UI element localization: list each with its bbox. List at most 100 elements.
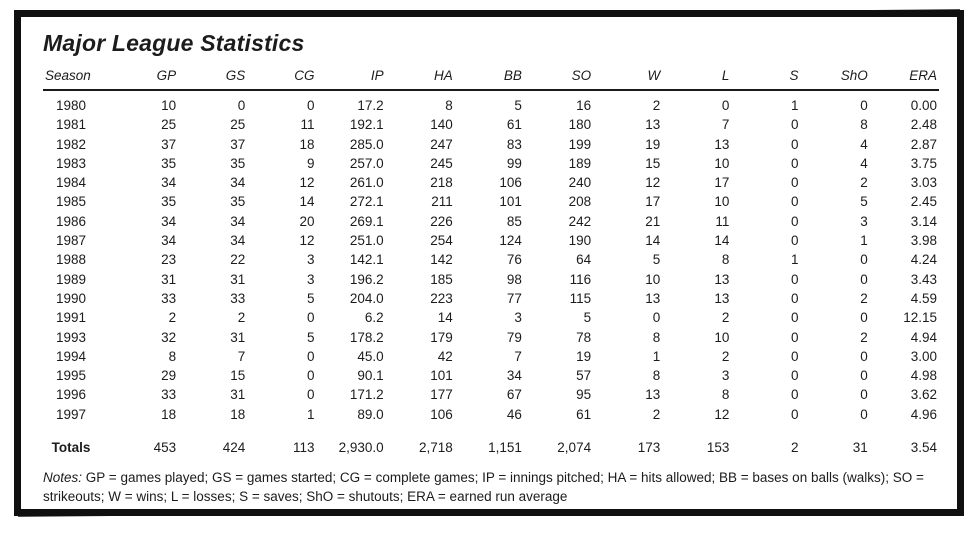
stat-cell: 37 bbox=[161, 136, 177, 152]
table-row: 1991 2 2 0 6.2 14 3 5 0 2 0 0 12.15 bbox=[43, 308, 939, 327]
stat-cell: 3 bbox=[306, 252, 315, 268]
stat-cell: 35 bbox=[161, 194, 177, 210]
stat-cell: 142.1 bbox=[349, 252, 384, 268]
stat-cell: 0 bbox=[721, 98, 730, 113]
table-row: 1985 35 35 14 272.1 211 101 208 17 10 0 5 2.45 bbox=[43, 192, 939, 211]
stat-cell: 3 bbox=[514, 310, 522, 326]
stat-cell: 13 bbox=[645, 117, 661, 133]
stat-cell: 0 bbox=[791, 387, 799, 403]
stat-cell: 4.96 bbox=[910, 406, 937, 422]
column-header: S bbox=[731, 66, 801, 91]
stat-cell: 2.87 bbox=[910, 136, 937, 152]
stat-cell: 8 bbox=[860, 117, 868, 133]
stat-cell: 67 bbox=[506, 387, 522, 403]
stat-cell: 180 bbox=[568, 117, 592, 133]
season-cell: 1988 bbox=[55, 252, 87, 268]
stat-cell: 9 bbox=[306, 155, 315, 171]
stat-cell: 5 bbox=[652, 252, 661, 268]
column-header: W bbox=[593, 66, 663, 91]
stat-cell: 0 bbox=[791, 290, 799, 306]
stats-table-body: 1980 10 0 0 17.2 8 5 16 2 0 1 0 0.00 1981 25 25 11 192.1 1… bbox=[43, 90, 939, 424]
stat-cell: 2.45 bbox=[910, 194, 937, 210]
table-row: 1984 34 34 12 261.0 218 106 240 12 17 0 2 3.03 bbox=[43, 173, 939, 192]
stat-cell: 142 bbox=[430, 252, 453, 268]
stat-cell: 1 bbox=[652, 348, 661, 364]
stat-cell: 10 bbox=[161, 98, 177, 113]
stat-cell: 8 bbox=[168, 348, 177, 364]
table-row: 1987 34 34 12 251.0 254 124 190 14 14 0 1 3.98 bbox=[43, 231, 939, 250]
stat-cell: 0 bbox=[860, 387, 868, 403]
stats-header-row: Season GP GS CG IP HA BB SO W L S ShO ERA bbox=[43, 66, 939, 91]
column-header: ShO bbox=[800, 66, 870, 91]
season-cell: 1981 bbox=[55, 117, 87, 133]
column-header: GP bbox=[109, 66, 179, 91]
season-cell: 1995 bbox=[55, 368, 87, 384]
stat-cell: 3.62 bbox=[910, 387, 937, 403]
stat-cell: 1 bbox=[791, 252, 799, 268]
stat-cell: 0 bbox=[306, 98, 315, 113]
stat-cell: 4 bbox=[860, 136, 868, 152]
stat-cell: 19 bbox=[576, 348, 592, 364]
stat-cell: 2 bbox=[652, 98, 661, 113]
stats-panel: Major League Statistics Season GP GS CG IP HA… bbox=[14, 10, 964, 516]
stat-cell: 6.2 bbox=[364, 310, 384, 326]
stat-cell: 0 bbox=[860, 252, 868, 268]
table-row: 1980 10 0 0 17.2 8 5 16 2 0 1 0 0.00 bbox=[43, 90, 939, 115]
stat-cell: 95 bbox=[576, 387, 592, 403]
season-cell: 1996 bbox=[55, 387, 87, 403]
stat-cell: 33 bbox=[161, 290, 177, 306]
stat-cell: 45.0 bbox=[357, 348, 384, 364]
column-header: CG bbox=[247, 66, 317, 91]
stat-cell: 18 bbox=[230, 406, 246, 422]
stat-cell: 17.2 bbox=[357, 98, 384, 113]
stat-cell: 242 bbox=[568, 213, 592, 229]
stat-cell: 261.0 bbox=[349, 175, 384, 191]
stat-cell: 3.75 bbox=[910, 155, 937, 171]
totals-cell: 153 bbox=[706, 440, 730, 456]
stat-cell: 223 bbox=[430, 290, 453, 306]
notes-text: GP = games played; GS = games started; C… bbox=[43, 470, 924, 505]
table-row: 1981 25 25 11 192.1 140 61 180 13 7 0 8 2.48 bbox=[43, 115, 939, 134]
stat-cell: 1 bbox=[791, 98, 799, 113]
stat-cell: 4 bbox=[860, 155, 868, 171]
stat-cell: 10 bbox=[714, 155, 730, 171]
stat-cell: 5 bbox=[306, 329, 315, 345]
stat-cell: 5 bbox=[514, 98, 522, 113]
stat-cell: 2 bbox=[860, 175, 868, 191]
stat-cell: 0 bbox=[306, 387, 315, 403]
stat-cell: 19 bbox=[645, 136, 661, 152]
stat-cell: 12 bbox=[645, 175, 661, 191]
stat-cell: 0 bbox=[860, 406, 868, 422]
stat-cell: 35 bbox=[230, 155, 246, 171]
stat-cell: 90.1 bbox=[357, 368, 384, 384]
stat-cell: 0 bbox=[791, 368, 799, 384]
stat-cell: 0 bbox=[791, 194, 799, 210]
stat-cell: 3 bbox=[721, 368, 730, 384]
season-cell: 1982 bbox=[55, 136, 87, 152]
stat-cell: 77 bbox=[506, 290, 522, 306]
season-cell: 1993 bbox=[55, 329, 87, 345]
stat-cell: 116 bbox=[569, 271, 592, 287]
stat-cell: 61 bbox=[506, 117, 522, 133]
stat-cell: 0 bbox=[791, 329, 799, 345]
stat-cell: 0 bbox=[791, 175, 799, 191]
stat-cell: 211 bbox=[431, 194, 453, 210]
stat-cell: 7 bbox=[514, 348, 522, 364]
stat-cell: 5 bbox=[583, 310, 592, 326]
stat-cell: 14 bbox=[645, 233, 661, 249]
stat-cell: 78 bbox=[576, 329, 592, 345]
page-title: Major League Statistics bbox=[43, 30, 305, 56]
stat-cell: 12 bbox=[714, 406, 730, 422]
stat-cell: 0 bbox=[791, 155, 799, 171]
stat-cell: 4.94 bbox=[910, 329, 937, 345]
table-row: 1996 33 31 0 171.2 177 67 95 13 8 0 0 3.62 bbox=[43, 385, 939, 404]
stat-cell: 4.59 bbox=[910, 290, 937, 306]
stat-cell: 15 bbox=[645, 155, 661, 171]
stat-cell: 99 bbox=[506, 155, 522, 171]
table-row: 1982 37 37 18 285.0 247 83 199 19 13 0 4 2.87 bbox=[43, 135, 939, 154]
stat-cell: 22 bbox=[230, 252, 246, 268]
stat-cell: 3 bbox=[306, 271, 315, 287]
stat-cell: 17 bbox=[714, 175, 730, 191]
stat-cell: 192.1 bbox=[349, 117, 384, 133]
stat-cell: 37 bbox=[230, 136, 246, 152]
